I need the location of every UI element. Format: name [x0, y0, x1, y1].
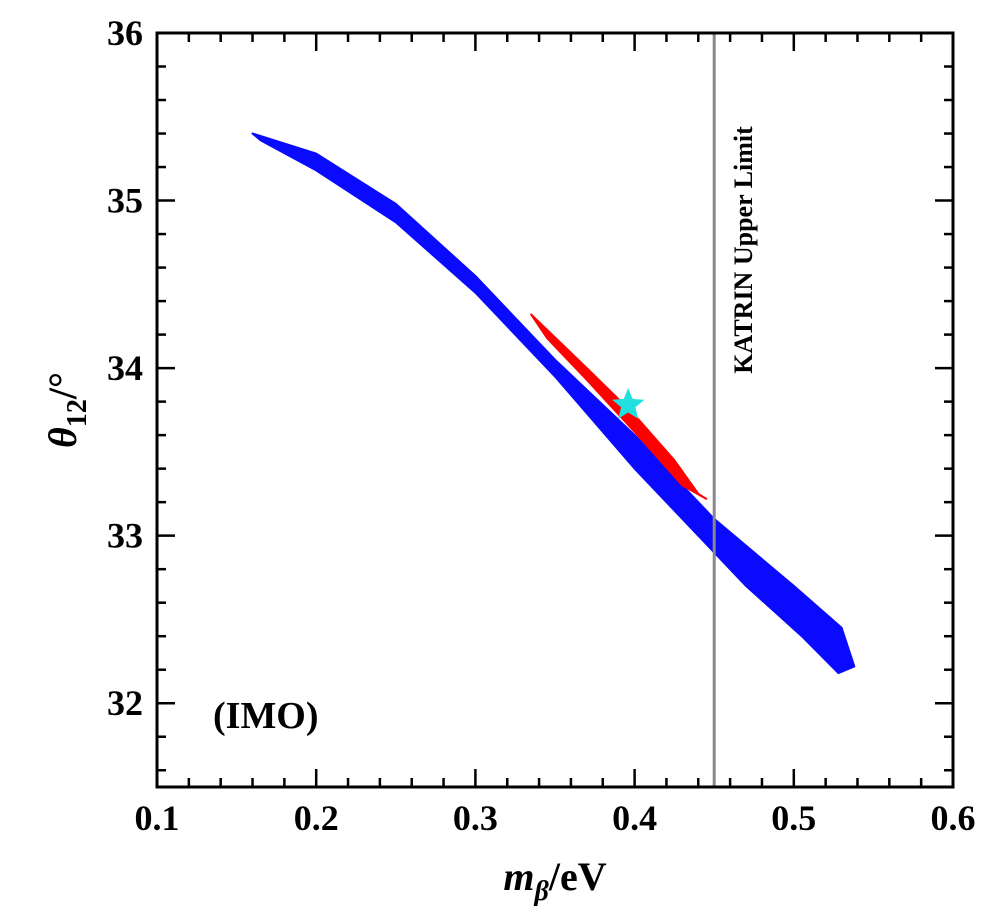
y-tick-label: 35: [107, 181, 143, 221]
y-axis-title-main: θ: [40, 427, 85, 448]
x-tick-label: 0.6: [931, 798, 976, 838]
y-tick-label: 34: [107, 348, 143, 388]
axis-ticks: [155, 31, 955, 787]
plot-frame: [155, 31, 955, 789]
x-tick-label: 0.3: [453, 798, 498, 838]
x-axis-title-subscript: β: [534, 876, 550, 907]
x-axis-title: mβ/eV: [503, 854, 606, 907]
x-tick-label: 0.2: [294, 798, 339, 838]
y-tick-label: 36: [107, 13, 143, 53]
allowed-region-red: [530, 313, 708, 500]
x-tick-labels: 0.1 0.2 0.3 0.4 0.5 0.6: [135, 798, 976, 838]
y-axis-title-subscript: 12: [62, 399, 93, 427]
katrin-upper-limit-label: KATRIN Upper Limit: [729, 126, 758, 374]
y-axis-title-suffix: /°: [40, 372, 85, 400]
x-axis-title-main: m: [503, 854, 534, 899]
y-tick-label: 33: [107, 516, 143, 556]
x-tick-label: 0.1: [135, 798, 180, 838]
y-axis-title: θ12/°: [40, 372, 93, 448]
panel-label: (IMO): [213, 695, 319, 737]
x-tick-label: 0.4: [612, 798, 657, 838]
data-regions: [251, 132, 856, 675]
x-axis-title-suffix: /eV: [548, 854, 607, 899]
allowed-region-blue: [251, 132, 856, 675]
y-tick-labels: 32 33 34 35 36: [107, 13, 143, 723]
x-tick-label: 0.5: [771, 798, 816, 838]
y-tick-label: 32: [107, 683, 143, 723]
best-fit-star-marker: [612, 388, 645, 419]
